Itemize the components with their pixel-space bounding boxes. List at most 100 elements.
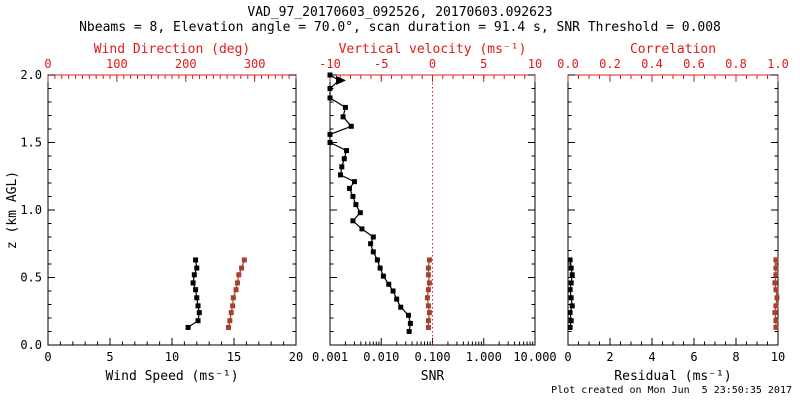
wind-panel: 0 5 10 15 20 Wind Speed (ms⁻¹) 0 100 200 300Wind … [5,42,303,384]
correlation-marker [773,318,779,324]
snr-marker [370,234,376,240]
residual-panel-bottom-tick-label: 4 [648,350,655,364]
residual-panel-top-axis-title: Correlation [630,42,716,57]
snr-marker [344,148,350,154]
residual-panel-top-tick-label: 0.0 [557,57,579,71]
wind-direction-line [227,259,245,328]
snr-marker [327,95,333,101]
wind-speed-marker [194,295,200,301]
correlation-marker [773,287,779,293]
residual-panel-bottom-tick-label: 8 [732,350,739,364]
residual-panel-bottom-tick-label: 6 [690,350,697,364]
vertical-velocity-line [426,259,431,328]
snr-offscale-arrow-icon [336,75,347,85]
vertical-velocity-marker [425,303,431,309]
snr-marker [405,312,411,318]
wind-speed-marker [195,318,201,324]
correlation-marker [774,295,780,301]
wind-panel-top-tick-label: 100 [106,57,128,71]
z-tick-label: 1.0 [20,203,42,217]
figure-subtitle: Nbeams = 8, Elevation angle = 70.0°, sca… [79,20,721,35]
snr-marker [394,296,400,302]
snr-panel-top-tick-label: 0 [429,57,436,71]
correlation-marker [773,272,779,278]
snr-marker [346,185,352,191]
snr-marker [342,104,348,110]
residual-marker [567,287,573,293]
snr-marker [327,131,333,137]
wind-panel-bottom-tick-label: 0 [44,350,51,364]
snr-marker [357,210,363,216]
figure-title: VAD_97_20170603_092526, 20170603.092623 [247,5,553,20]
snr-marker [340,114,346,120]
snr-panel-top-axis-title: Vertical velocity (ms⁻¹) [339,42,527,57]
wind-panel-top-tick-label: 200 [175,57,197,71]
vertical-velocity-marker [425,287,431,293]
vertical-velocity-marker [425,324,431,330]
residual-panel-bottom-axis-title: Residual (ms⁻¹) [614,369,731,384]
vertical-velocity-marker [425,265,431,271]
vertical-velocity-marker [426,257,432,263]
snr-marker [386,281,392,287]
snr-marker [341,156,347,162]
wind-direction-marker [225,324,231,330]
vertical-velocity-marker [425,318,431,324]
plot-created-timestamp: Plot created on Mon Jun 5 23:50:35 2017 [551,385,792,396]
residual-panel-top-tick-label: 0.2 [599,57,621,71]
snr-panel-bottom-tick-label: 0.100 [414,350,450,364]
wind-direction-marker [227,318,233,324]
wind-panel-frame [47,74,297,346]
wind-direction-marker [228,310,234,316]
vertical-velocity-marker [425,272,431,278]
snr-marker [374,257,380,263]
wind-direction-marker [239,265,245,271]
vertical-velocity-marker [426,280,432,286]
wind-panel-bottom-tick-label: 10 [165,350,179,364]
snr-panel-top-tick-label: -5 [374,57,388,71]
snr-marker [398,304,404,310]
snr-marker [353,202,359,208]
wind-speed-marker [196,310,202,316]
correlation-marker [773,303,779,309]
snr-marker [350,218,356,224]
residual-panel: 0 2 4 6 8 10 Residual (ms⁻¹) 0.0 0.2 0.4 0.6 0.8 1.0… [557,42,789,384]
snr-marker [359,226,365,232]
wind-speed-marker [193,257,199,263]
wind-direction-marker [230,295,236,301]
snr-marker [351,179,357,185]
wind-speed-marker [193,287,199,293]
wind-direction-marker [241,257,247,263]
snr-panel-top-tick-label: -10 [319,57,341,71]
snr-marker [380,273,386,279]
snr-marker [339,164,345,170]
snr-panel-top-tick-label: 5 [480,57,487,71]
snr-panel-bottom-tick-label: 10.000 [513,350,556,364]
wind-speed-marker [194,265,200,271]
wind-direction-marker [234,280,240,286]
vertical-velocity-marker [426,310,432,316]
residual-panel-frame [567,74,779,346]
wind-panel-bottom-tick-label: 5 [106,350,113,364]
snr-line [329,74,412,332]
snr-marker [350,194,356,199]
wind-speed-marker [185,324,191,330]
residual-marker [567,257,573,263]
wind-direction-marker [236,272,242,278]
snr-marker [337,172,343,178]
snr-panel-bottom-tick-label: 0.010 [363,350,399,364]
vertical-velocity-marker [424,295,430,301]
snr-panel: 0.001 0.010 0.100 1.000 10.000 SNR -10 -5 0 5 10Ve… [312,42,557,384]
wind-speed-marker [191,272,197,278]
residual-marker [568,318,574,324]
wind-speed-line [187,259,200,328]
z-tick-label: 1.5 [20,136,42,150]
snr-panel-bottom-axis-title: SNR [421,369,445,384]
correlation-marker [773,324,779,330]
snr-marker [370,249,376,255]
correlation-marker [773,257,779,263]
residual-panel-bottom-tick-label: 2 [606,350,613,364]
snr-panel-bottom-tick-label: 1.000 [466,350,502,364]
correlation-marker [772,280,778,286]
wind-panel-bottom-tick-label: 20 [289,350,303,364]
residual-panel-top-tick-label: 0.8 [725,57,747,71]
